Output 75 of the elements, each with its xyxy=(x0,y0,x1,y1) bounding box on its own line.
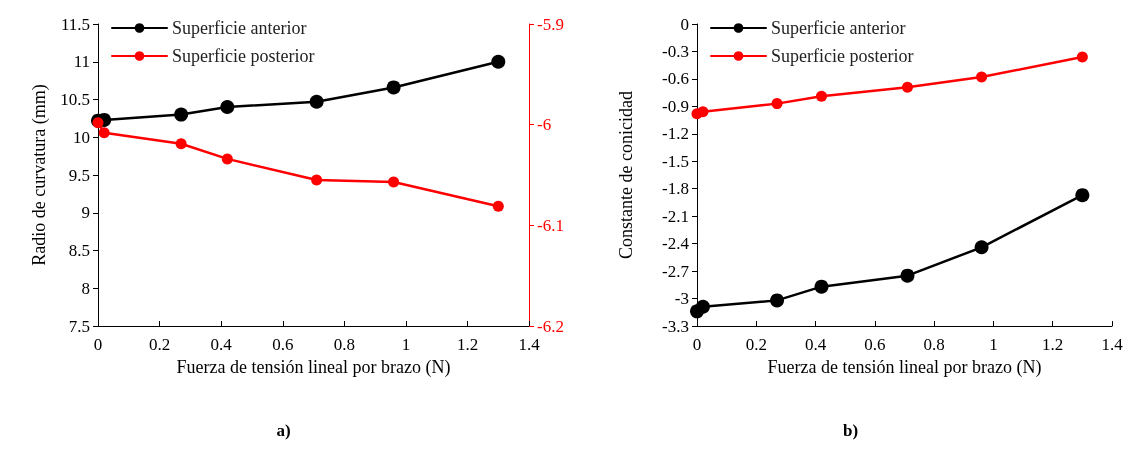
y-tick-label: -0.3 xyxy=(662,41,689,61)
point xyxy=(221,153,233,165)
y-tick-label: 10.5 xyxy=(60,90,90,109)
point xyxy=(220,100,235,115)
point xyxy=(98,127,110,139)
y-tick-label: -0.9 xyxy=(662,96,689,116)
y-axis-title: Radio de curvatura (mm) xyxy=(29,84,50,266)
x-tick-label: 0.4 xyxy=(804,335,827,354)
legend-label: Superficie anterior xyxy=(771,18,906,38)
y-axis-title: Constante de conicidad xyxy=(616,91,636,259)
point xyxy=(814,279,829,294)
x-axis-title: Fuerza de tensión lineal por brazo (N) xyxy=(176,356,451,378)
y-tick-label: 9.5 xyxy=(68,165,90,185)
y-tick-label: -1.2 xyxy=(662,124,689,144)
y2-tick-label: -6 xyxy=(537,115,552,135)
x-tick-label: 0 xyxy=(93,335,103,354)
point xyxy=(900,268,915,283)
y-tick-label: -2.1 xyxy=(662,206,689,226)
y-tick-label: 11 xyxy=(73,52,90,72)
point xyxy=(386,80,401,95)
point xyxy=(695,299,710,314)
x-tick-label: 0.6 xyxy=(864,335,886,354)
point xyxy=(1076,51,1088,63)
x-tick-label: 1 xyxy=(989,335,998,354)
y-tick-label: 8.5 xyxy=(68,241,90,260)
y2-tick-label: -6.1 xyxy=(537,215,565,235)
x-tick-label: 0.2 xyxy=(148,335,171,354)
point xyxy=(174,107,189,122)
point xyxy=(388,176,400,188)
x-tick-label: 1.4 xyxy=(518,335,541,354)
y-tick-label: 11.5 xyxy=(60,14,90,34)
legend-label: Superficie posterior xyxy=(771,46,914,66)
point xyxy=(770,293,785,308)
x-tick-label: 1.2 xyxy=(456,335,479,354)
y-tick-label: -0.6 xyxy=(662,69,689,89)
point xyxy=(974,240,989,255)
y-tick-label: 9 xyxy=(81,203,90,223)
x-tick-label: 0.4 xyxy=(210,335,233,354)
y-tick-label: -2.7 xyxy=(662,261,690,281)
point xyxy=(175,138,187,150)
y-tick-label: 8 xyxy=(81,278,90,298)
point xyxy=(311,174,323,186)
x-tick-label: 0.2 xyxy=(745,335,767,354)
point xyxy=(976,71,988,83)
y-tick-label: -2.4 xyxy=(662,234,690,254)
y-tick-label: 7.5 xyxy=(68,316,90,336)
y-tick-label: 0 xyxy=(680,14,689,34)
point xyxy=(816,90,827,102)
legend-label: Superficie posterior xyxy=(172,46,315,66)
point xyxy=(92,117,104,129)
legend-label: Superficie anterior xyxy=(172,18,307,38)
text: b) xyxy=(842,421,859,440)
x-tick-label: 1 xyxy=(401,335,411,354)
x-tick-label: 0.8 xyxy=(923,335,945,354)
point xyxy=(697,106,709,118)
x-tick-label: 1.4 xyxy=(1101,335,1124,354)
point xyxy=(309,94,324,109)
y-tick-label: -1.5 xyxy=(662,151,689,171)
point xyxy=(491,54,506,69)
x-tick-label: 0.6 xyxy=(272,335,294,354)
x-tick-label: 0.8 xyxy=(333,335,355,354)
y-tick-label: -1.8 xyxy=(662,179,689,199)
text: a) xyxy=(276,421,291,440)
y2-tick-label: -5.9 xyxy=(537,14,565,34)
y-tick-label: -3 xyxy=(674,289,689,309)
point xyxy=(492,200,504,212)
point xyxy=(1075,188,1090,203)
x-tick-label: 0 xyxy=(692,335,702,354)
x-tick-label: 1.2 xyxy=(1042,335,1064,354)
y-tick-label: 10 xyxy=(73,127,90,147)
point xyxy=(901,81,913,93)
point xyxy=(771,98,783,110)
y-tick-label: -3.3 xyxy=(662,316,689,336)
y2-tick-label: -6.2 xyxy=(537,316,565,336)
x-axis-title: Fuerza de tensión lineal por brazo (N) xyxy=(767,356,1042,378)
